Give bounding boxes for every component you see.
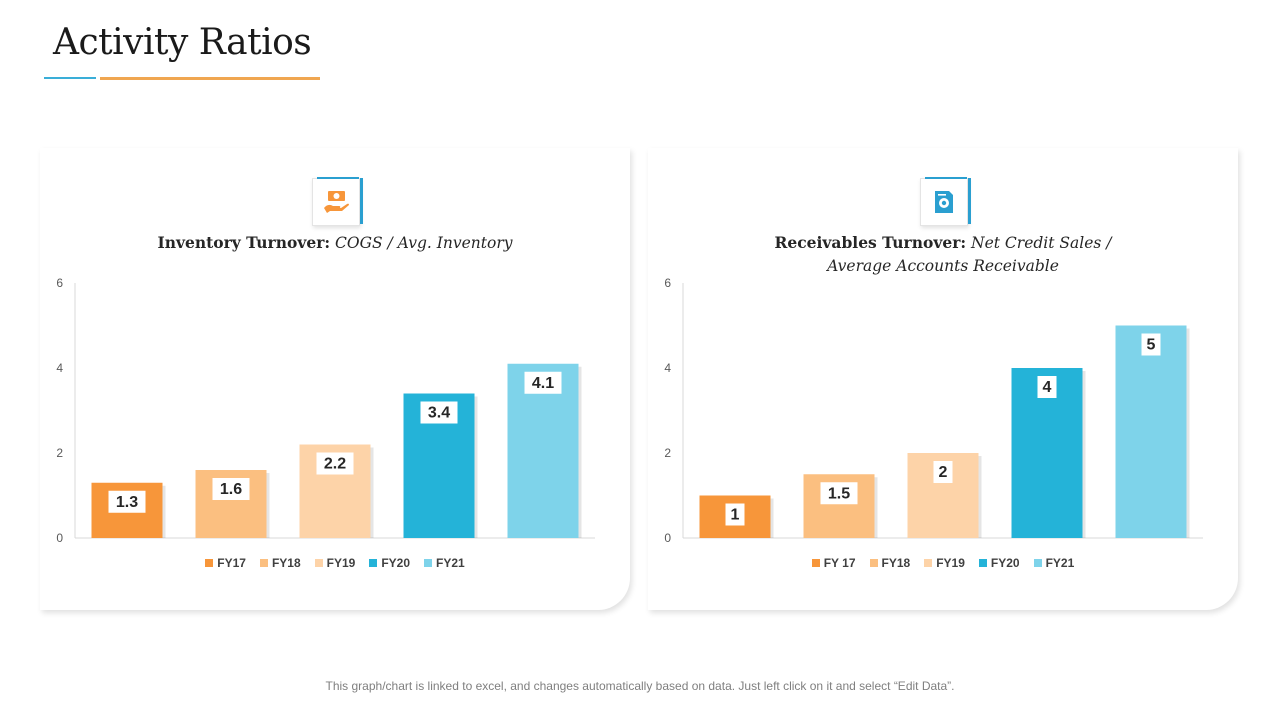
legend-item: FY21 — [1033, 556, 1075, 570]
receivables-turnover-chart[interactable]: 0 2 4 6 1 1.5 2 4 5 — [648, 148, 1238, 548]
legend-swatch — [314, 559, 323, 567]
data-label-box — [820, 482, 858, 505]
legend-swatch — [978, 559, 987, 567]
data-label-box — [108, 490, 146, 513]
legend-item: FY21 — [424, 556, 465, 570]
chart-title: Inventory Turnover: COGS / Avg. Inventor… — [80, 231, 590, 255]
y-tick-label: 0 — [664, 531, 671, 545]
chart-legend: FY 17 FY18 FY19 FY20 FY21 — [648, 556, 1238, 570]
document-gear-icon — [920, 177, 971, 226]
data-label: 2 — [939, 464, 948, 481]
legend-swatch — [369, 559, 378, 567]
y-tick-label: 2 — [664, 446, 671, 460]
data-label-box — [212, 478, 250, 500]
data-label-box — [420, 401, 458, 424]
legend-item: FY 17 — [811, 556, 856, 570]
data-label: 4.1 — [532, 375, 554, 392]
data-label-box — [933, 461, 953, 483]
title-underline-accent — [44, 77, 96, 79]
data-label-box — [316, 452, 354, 475]
data-label: 1.6 — [220, 481, 242, 498]
y-tick-label: 4 — [664, 361, 671, 375]
y-tick-label: 2 — [56, 446, 63, 460]
y-tick-label: 6 — [664, 276, 671, 290]
data-label: 4 — [1043, 379, 1052, 396]
legend-label: FY21 — [436, 556, 465, 570]
legend-item: FY17 — [205, 556, 246, 570]
data-label-box — [524, 371, 562, 394]
bar-fy21[interactable] — [1115, 325, 1187, 539]
chart-title-metric: Receivables Turnover: — [774, 233, 967, 252]
legend-item: FY19 — [924, 556, 965, 570]
legend-label: FY20 — [381, 556, 411, 570]
y-tick-label: 4 — [56, 361, 63, 375]
chart-title-metric: Inventory Turnover: — [157, 233, 331, 252]
legend-swatch — [259, 559, 268, 567]
legend-swatch — [924, 559, 933, 567]
data-label: 1 — [731, 507, 740, 524]
legend-swatch — [1033, 559, 1042, 567]
data-label-box — [1037, 376, 1057, 398]
title-underline — [100, 77, 320, 80]
data-label-box — [725, 503, 745, 526]
legend-label: FY 17 — [823, 556, 856, 570]
y-tick-label: 6 — [56, 276, 63, 290]
page-title: Activity Ratios — [53, 22, 312, 63]
inventory-turnover-chart[interactable]: 0 2 4 6 1.3 1.6 2.2 3.4 4.1 — [40, 148, 630, 548]
chart-title: Receivables Turnover: Net Credit Sales /… — [748, 231, 1138, 278]
y-tick-label: 0 — [56, 531, 63, 545]
inventory-turnover-panel: Inventory Turnover: COGS / Avg. Inventor… — [40, 148, 630, 610]
legend-label: FY20 — [990, 556, 1020, 570]
data-label: 1.3 — [116, 494, 138, 511]
chart-title-formula: COGS / Avg. Inventory — [335, 234, 513, 252]
receivables-turnover-panel: Receivables Turnover: Net Credit Sales /… — [648, 148, 1238, 610]
legend-label: FY18 — [271, 556, 301, 570]
chart-legend: FY17 FY18 FY19 FY20 FY21 — [40, 556, 630, 570]
legend-item: FY18 — [869, 556, 911, 570]
data-label-box — [1141, 333, 1161, 356]
legend-item: FY20 — [369, 556, 410, 570]
legend-item: FY20 — [978, 556, 1020, 570]
legend-item: FY18 — [259, 556, 301, 570]
data-label: 2.2 — [324, 456, 346, 473]
data-label: 1.5 — [828, 485, 850, 502]
legend-label: FY19 — [936, 556, 965, 570]
data-label: 5 — [1147, 337, 1156, 354]
legend-swatch — [424, 559, 433, 567]
legend-swatch — [205, 559, 214, 567]
legend-label: FY17 — [217, 556, 246, 570]
chart-title-formula: Net Credit Sales / Average Accounts Rece… — [827, 234, 1112, 275]
legend-item: FY19 — [314, 556, 356, 570]
legend-label: FY18 — [881, 556, 911, 570]
legend-label: FY21 — [1045, 556, 1075, 570]
money-hand-icon — [312, 177, 363, 226]
legend-label: FY19 — [326, 556, 356, 570]
data-label: 3.4 — [428, 405, 450, 422]
footnote: This graph/chart is linked to excel, and… — [325, 679, 955, 693]
legend-swatch — [869, 559, 878, 567]
legend-swatch — [811, 559, 820, 567]
